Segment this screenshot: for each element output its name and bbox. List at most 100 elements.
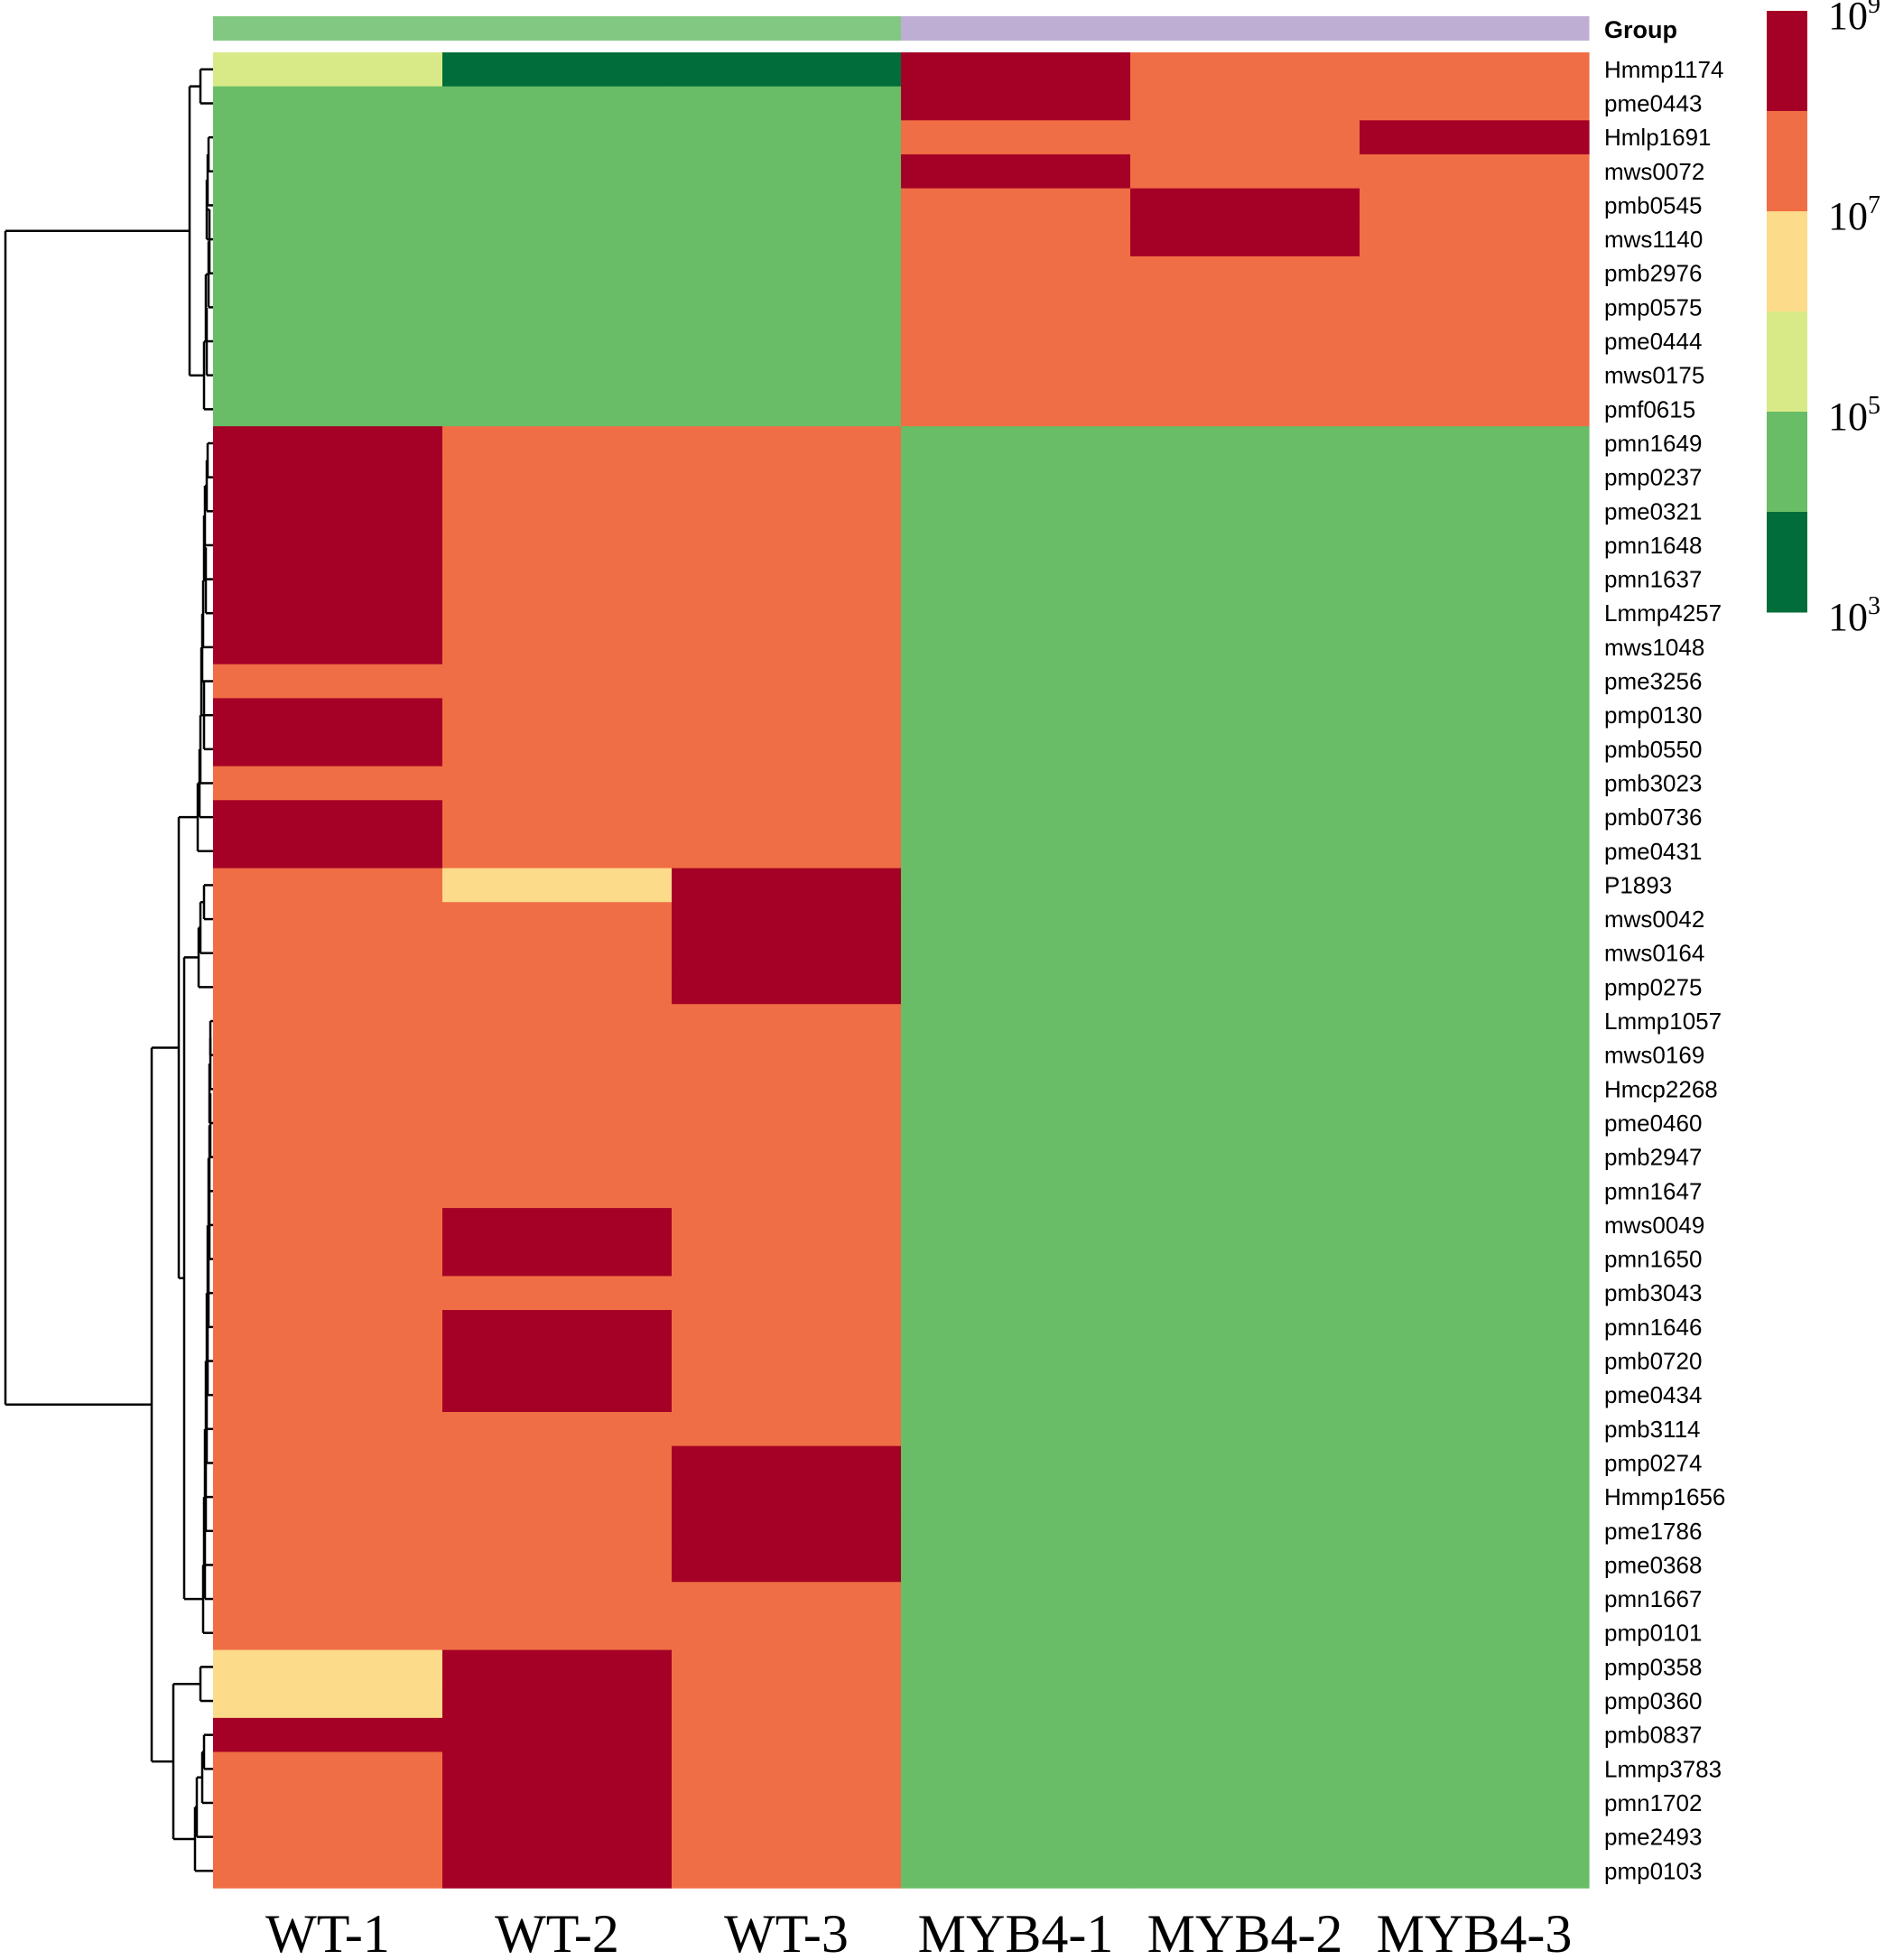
- heatmap-cell: [1360, 153, 1590, 190]
- row-label: Hmlp1691: [1604, 124, 1712, 151]
- heatmap-cell: [442, 1174, 673, 1209]
- heatmap-cell: [442, 1378, 673, 1413]
- heatmap-cell: [1360, 766, 1590, 801]
- heatmap-cell: [213, 1684, 443, 1719]
- heatmap-cell: [213, 902, 443, 937]
- heatmap-cell: [1130, 120, 1360, 155]
- row-label: pmn1702: [1604, 1789, 1702, 1816]
- heatmap-cell: [213, 1310, 443, 1345]
- heatmap-cell: [1360, 324, 1590, 359]
- heatmap-cell: [442, 1751, 673, 1787]
- heatmap-cell: [1130, 1480, 1360, 1515]
- color-legend: 109 107 105 103: [1767, 0, 1880, 639]
- heatmap-cell: [1130, 188, 1360, 223]
- heatmap-cell: [901, 1106, 1131, 1141]
- heatmap-cell: [1130, 1310, 1360, 1345]
- heatmap-cell: [442, 52, 673, 88]
- heatmap-cell: [442, 392, 673, 427]
- heatmap-cell: [672, 358, 902, 394]
- heatmap-cell: [672, 460, 902, 496]
- heatmap-cell: [442, 255, 673, 292]
- heatmap-cell: [901, 664, 1131, 699]
- heatmap-cell: [442, 460, 673, 496]
- heatmap-cell: [1130, 324, 1360, 359]
- heatmap-cell: [213, 1819, 443, 1855]
- heatmap-cell: [442, 1513, 673, 1549]
- heatmap-cell: [901, 1786, 1131, 1821]
- heatmap-cell: [213, 664, 443, 699]
- legend-tick-label: 107: [1828, 191, 1880, 238]
- heatmap-cell: [1360, 630, 1590, 665]
- heatmap-cell: [1360, 1072, 1590, 1107]
- heatmap-cell: [901, 222, 1131, 257]
- heatmap-cell: [901, 1684, 1131, 1719]
- row-label: mws0175: [1604, 362, 1704, 389]
- heatmap-cell: [672, 324, 902, 359]
- heatmap-cell: [672, 1615, 902, 1651]
- legend-color-bin: [1767, 311, 1807, 413]
- heatmap-cell: [1130, 935, 1360, 971]
- row-label: pmn1648: [1604, 532, 1702, 559]
- heatmap-cell: [901, 1853, 1131, 1889]
- heatmap-cell: [213, 1072, 443, 1107]
- group-bar-segment: [672, 16, 902, 41]
- heatmap-cell: [1130, 1717, 1360, 1753]
- heatmap-cell: [672, 1480, 902, 1515]
- heatmap-cell: [442, 1072, 673, 1107]
- heatmap-cell: [901, 1004, 1131, 1039]
- heatmap-cell: [901, 1513, 1131, 1549]
- heatmap-cell: [442, 1310, 673, 1345]
- legend-tick-label: 109: [1828, 0, 1880, 38]
- heatmap-cell: [1130, 1412, 1360, 1447]
- heatmap-cell: [1360, 935, 1590, 971]
- heatmap-cell: [1130, 1174, 1360, 1209]
- heatmap-cell: [1130, 1037, 1360, 1073]
- heatmap-cell: [213, 1139, 443, 1175]
- heatmap-cell: [1130, 732, 1360, 767]
- heatmap-cell: [1130, 1751, 1360, 1787]
- heatmap-cell: [213, 528, 443, 563]
- heatmap-cell: [1360, 1853, 1590, 1889]
- heatmap-cell: [442, 86, 673, 121]
- heatmap-cell: [672, 222, 902, 257]
- heatmap-cell: [1130, 1378, 1360, 1413]
- row-label: pmp0360: [1604, 1687, 1702, 1714]
- heatmap-cell: [672, 1276, 902, 1311]
- heatmap-cell: [901, 1343, 1131, 1379]
- row-label: pmf0615: [1604, 395, 1695, 423]
- heatmap-cell: [901, 1445, 1131, 1481]
- heatmap-cell: [672, 255, 902, 292]
- heatmap-cell: [1360, 1343, 1590, 1379]
- group-annotation-bar: [213, 16, 1590, 41]
- group-annotation-title: Group: [1604, 16, 1677, 43]
- heatmap-cell: [213, 1106, 443, 1141]
- heatmap-cell: [1360, 528, 1590, 563]
- row-label: pme0431: [1604, 838, 1702, 865]
- row-label: mws0164: [1604, 940, 1704, 967]
- heatmap-cell: [442, 800, 673, 835]
- heatmap-cell: [672, 392, 902, 427]
- heatmap-cell: [1360, 1208, 1590, 1243]
- heatmap-cell: [1360, 1139, 1590, 1175]
- row-label: mws0072: [1604, 158, 1704, 185]
- heatmap-cell: [213, 222, 443, 257]
- column-label: MYB4-2: [1147, 1904, 1343, 1960]
- heatmap-cell: [1360, 1582, 1590, 1617]
- heatmap-cell: [672, 1037, 902, 1073]
- row-label: pmp0575: [1604, 293, 1702, 320]
- heatmap-cell: [901, 1276, 1131, 1311]
- heatmap-cell: [1360, 1106, 1590, 1141]
- row-label: pme0368: [1604, 1551, 1702, 1578]
- heatmap-cell: [213, 1649, 443, 1685]
- heatmap-cell: [442, 630, 673, 665]
- heatmap-cell: [442, 1717, 673, 1753]
- column-label: WT-3: [724, 1904, 849, 1960]
- heatmap-cell: [1130, 1513, 1360, 1549]
- heatmap-cell: [442, 1106, 673, 1141]
- heatmap-cell: [901, 188, 1131, 223]
- row-label: mws0042: [1604, 906, 1704, 933]
- heatmap-cell: [901, 52, 1131, 88]
- heatmap-cell: [1130, 222, 1360, 257]
- heatmap-cell: [672, 52, 902, 88]
- heatmap-cell: [672, 902, 902, 937]
